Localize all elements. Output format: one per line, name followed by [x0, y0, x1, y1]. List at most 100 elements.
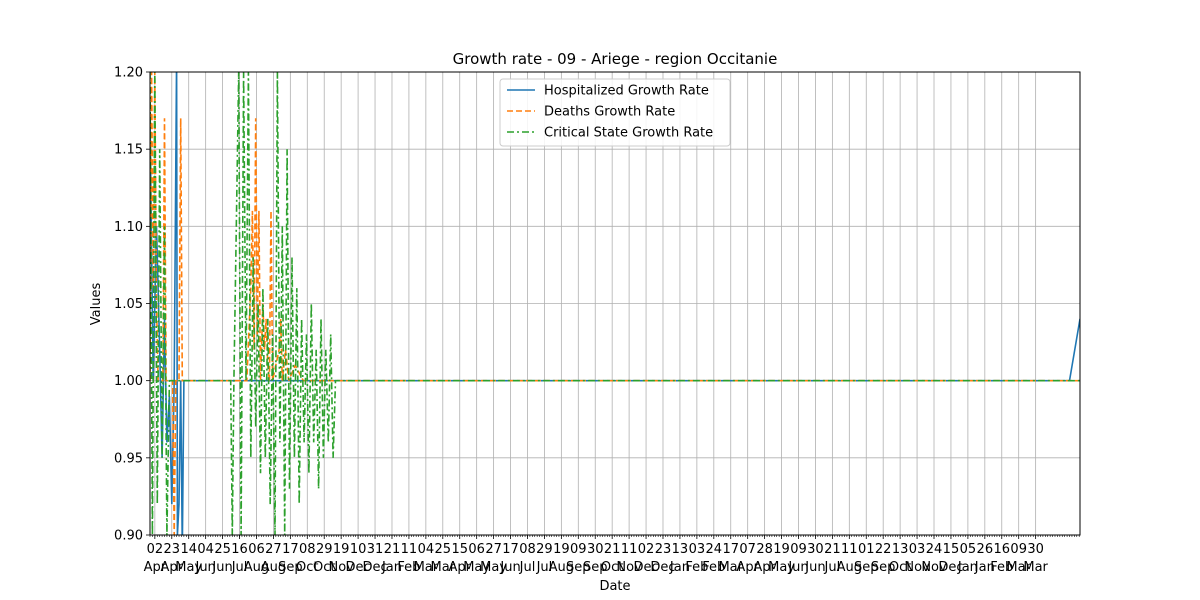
x-tick-day: 06: [248, 542, 265, 557]
x-tick-day: 23: [655, 542, 672, 557]
x-tick-day: 21: [384, 542, 401, 557]
x-tick-month: Jun: [787, 560, 808, 575]
x-tick-day: 17: [502, 542, 519, 557]
legend: Hospitalized Growth Rate Deaths Growth Ra…: [499, 78, 731, 147]
x-tick-month: Nov: [921, 560, 947, 575]
x-tick-month: Dec: [633, 560, 658, 575]
x-tick-day: 30: [807, 542, 824, 557]
x-tick-month: Apr: [753, 560, 776, 575]
x-tick-day: 21: [824, 542, 841, 557]
x-tick-day: 11: [401, 542, 418, 557]
x-tick-day: 17: [722, 542, 739, 557]
x-tick-month: Apr: [161, 560, 184, 575]
x-tick-day: 21: [604, 542, 621, 557]
x-tick-month: May: [480, 560, 507, 575]
x-tick-month: Oct: [889, 560, 911, 575]
x-tick-month: Jan: [381, 560, 402, 575]
series-line-3: [150, 72, 1080, 535]
x-tick-day: 16: [231, 542, 248, 557]
x-tick-month: Feb: [990, 560, 1013, 575]
x-tick-day: 31: [367, 542, 384, 557]
x-tick-day: 29: [536, 542, 553, 557]
x-tick-month: Dec: [650, 560, 675, 575]
x-tick-month: Jul: [231, 560, 248, 575]
x-tick-day: 04: [197, 542, 214, 557]
x-tick-month: Sep: [583, 560, 608, 575]
x-tick-day: 22: [875, 542, 892, 557]
x-tick-month: Nov: [616, 560, 642, 575]
x-tick-day: 08: [299, 542, 316, 557]
x-tick-month: Oct: [313, 560, 335, 575]
x-tick-month: Sep: [278, 560, 303, 575]
x-tick-day: 07: [739, 542, 756, 557]
x-tick-day: 27: [265, 542, 282, 557]
x-tick-month: Jul: [824, 560, 841, 575]
x-tick-day: 03: [909, 542, 926, 557]
y-tick-label: 1.05: [114, 297, 143, 312]
x-tick-day: 17: [282, 542, 299, 557]
x-tick-month: Apr: [736, 560, 759, 575]
x-tick-month: Apr: [448, 560, 471, 575]
x-tick-day: 25: [214, 542, 231, 557]
x-tick-day: 04: [418, 542, 435, 557]
x-tick-day: 01: [858, 542, 875, 557]
x-tick-day: 19: [553, 542, 570, 557]
x-tick-month: Aug: [261, 560, 286, 575]
y-tick-label: 0.95: [114, 451, 143, 466]
x-tick-month: Aug: [837, 560, 862, 575]
x-tick-month: Aug: [549, 560, 574, 575]
x-tick-month: Jan: [974, 560, 995, 575]
x-tick-month: Apr: [144, 560, 167, 575]
series-line-2: [150, 72, 1080, 535]
legend-label-2: Deaths Growth Rate: [544, 105, 675, 120]
x-tick-month: Mar: [718, 560, 743, 575]
x-tick-day: 30: [1027, 542, 1044, 557]
x-tick-month: Jul: [536, 560, 553, 575]
x-tick-month: Jun: [194, 560, 215, 575]
y-tick-label: 1.20: [114, 66, 143, 81]
x-tick-day: 10: [350, 542, 367, 557]
x-tick-month: Jan: [957, 560, 978, 575]
y-axis: 0.90 0.95 1.00 1.05 1.10 1.15 1.20: [114, 66, 150, 544]
chart-title: Growth rate - 09 - Ariege - region Occit…: [453, 50, 778, 68]
legend-box: [499, 78, 731, 147]
x-tick-day: 02: [638, 542, 655, 557]
y-axis-label: Values: [89, 283, 104, 326]
x-tick-day: 09: [570, 542, 587, 557]
x-tick-month: Mar: [431, 560, 456, 575]
x-tick-day: 03: [689, 542, 706, 557]
x-tick-day: 23: [164, 542, 181, 557]
x-tick-day: 27: [485, 542, 502, 557]
x-tick-day: 19: [773, 542, 790, 557]
x-tick-day: 15: [943, 542, 960, 557]
x-tick-month: Mar: [1023, 560, 1048, 575]
x-tick-month: Nov: [904, 560, 930, 575]
x-tick-day: 29: [316, 542, 333, 557]
x-tick-month: Nov: [328, 560, 354, 575]
x-tick-month: Sep: [871, 560, 896, 575]
x-tick-day: 09: [1010, 542, 1027, 557]
x-tick-day: 24: [926, 542, 943, 557]
legend-label-3: Critical State Growth Rate: [544, 126, 713, 141]
x-tick-day: 09: [790, 542, 807, 557]
x-axis: 02Apr23Apr14May04Jun25Jun16Jul06Aug27Aug…: [144, 535, 1080, 575]
x-tick-month: Jun: [211, 560, 232, 575]
x-tick-month: Feb: [397, 560, 420, 575]
legend-label-1: Hospitalized Growth Rate: [544, 84, 709, 99]
x-tick-month: Mar: [414, 560, 439, 575]
x-tick-day: 02: [147, 542, 164, 557]
x-tick-month: Sep: [566, 560, 591, 575]
x-tick-month: Jun: [804, 560, 825, 575]
x-tick-day: 15: [451, 542, 468, 557]
x-tick-day: 13: [672, 542, 689, 557]
x-tick-day: 30: [587, 542, 604, 557]
x-tick-day: 06: [468, 542, 485, 557]
x-tick-day: 26: [977, 542, 994, 557]
x-tick-day: 14: [180, 542, 197, 557]
x-tick-month: May: [768, 560, 795, 575]
y-tick-label: 1.00: [114, 374, 143, 389]
x-tick-day: 11: [621, 542, 638, 557]
x-tick-month: Oct: [296, 560, 318, 575]
x-tick-month: Dec: [346, 560, 371, 575]
x-tick-day: 19: [333, 542, 350, 557]
